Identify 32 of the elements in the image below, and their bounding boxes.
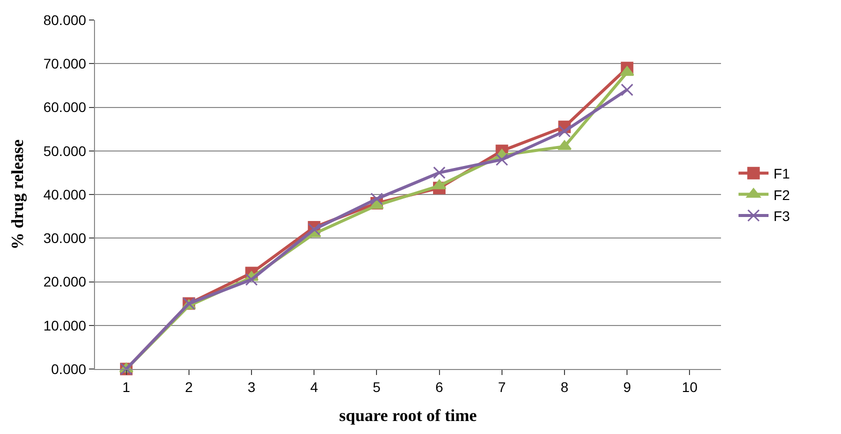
point xyxy=(557,140,572,150)
point xyxy=(558,124,571,138)
y-tick-label: 40.000 xyxy=(43,186,86,202)
point xyxy=(308,223,320,236)
y-tick-label: 0.000 xyxy=(51,360,86,377)
x-tick-label: 7 xyxy=(498,378,506,395)
y-tick-label: 10.000 xyxy=(43,317,86,334)
point xyxy=(370,192,383,206)
legend-label: F2 xyxy=(774,186,790,203)
y-tick-label: 20.000 xyxy=(43,274,86,290)
x-tick-label: 1 xyxy=(122,378,130,395)
y-axis-title: % drug release xyxy=(8,138,27,250)
x-tick-label: 2 xyxy=(185,378,193,395)
x-tick-label: 8 xyxy=(560,378,569,395)
x-tick-label: 5 xyxy=(372,378,381,395)
y-tick-label: 60.000 xyxy=(43,99,86,116)
x-axis-title: square root of time xyxy=(339,406,478,426)
legend-label: F1 xyxy=(774,166,790,182)
legend-label: F3 xyxy=(774,208,790,224)
y-tick-label: 70.000 xyxy=(43,56,86,72)
y-tick-label: 30.000 xyxy=(43,230,86,246)
x-tick-label: 4 xyxy=(310,378,318,395)
point xyxy=(433,166,446,179)
point xyxy=(620,84,634,96)
point xyxy=(245,273,258,286)
y-tick-label: 80.000 xyxy=(43,12,86,28)
x-tick-label: 9 xyxy=(623,378,632,395)
x-tick-label: 10 xyxy=(682,378,698,395)
x-tick-label: 6 xyxy=(435,378,444,395)
point xyxy=(496,153,508,166)
x-tick-label: 3 xyxy=(248,378,256,395)
y-tick-label: 50.000 xyxy=(43,142,86,159)
